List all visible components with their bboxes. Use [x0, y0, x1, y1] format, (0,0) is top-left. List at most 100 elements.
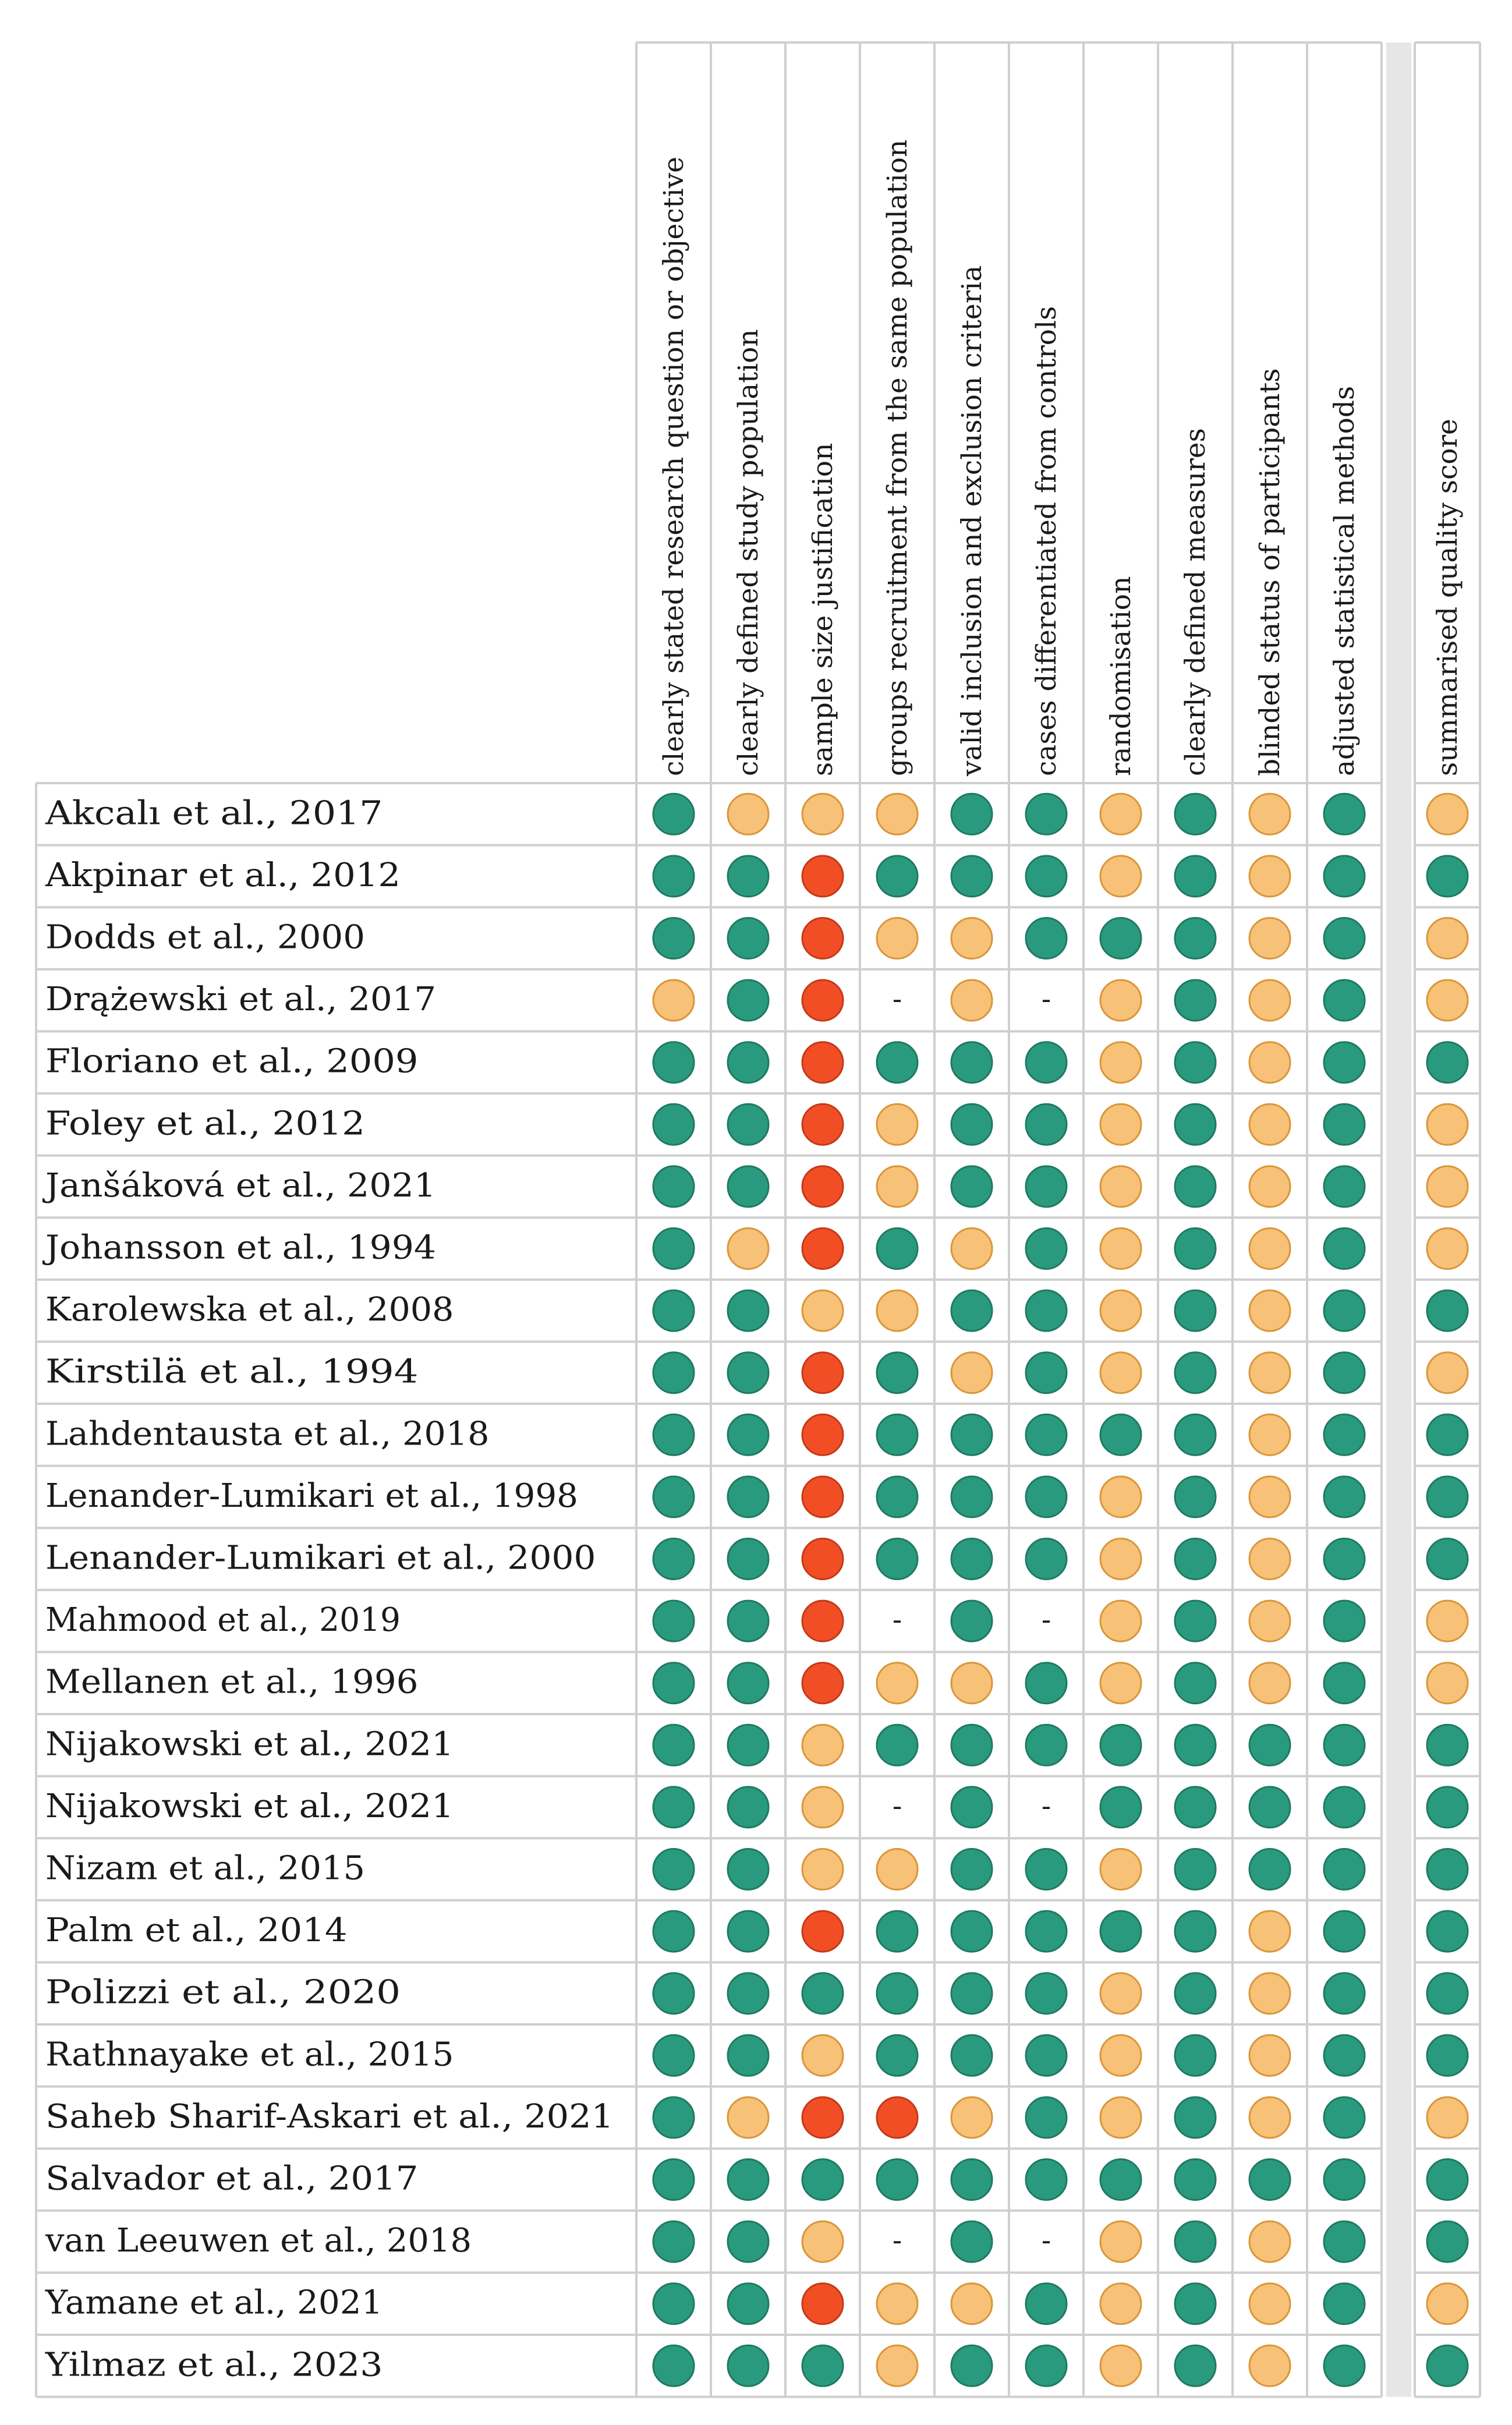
rating-dot-yellow	[1099, 1662, 1142, 1705]
rating-dot-yellow	[801, 792, 844, 836]
not-applicable-mark: -	[1042, 983, 1051, 1015]
rating-dot-green	[652, 1351, 695, 1394]
rating-dot-green	[727, 917, 770, 960]
study-label: Mellanen et al., 1996	[45, 1663, 419, 1701]
rating-dot-green	[950, 2220, 993, 2263]
column-header: adjusted statistical methods	[1329, 386, 1361, 776]
rating-dot-green	[652, 1848, 695, 1891]
rating-dot-yellow	[1426, 1662, 1469, 1705]
rating-dot-green	[727, 2158, 770, 2201]
rating-dot-yellow	[1099, 1227, 1142, 1270]
rating-dot-yellow	[1248, 2034, 1291, 2077]
rating-dot-green	[876, 1910, 919, 1953]
rating-dot-green	[727, 2344, 770, 2387]
rating-dot-green	[1248, 1723, 1291, 1766]
rating-dot-green	[1099, 917, 1142, 960]
rating-dot-yellow	[801, 1786, 844, 1829]
column-header: cases differentiated from controls	[1031, 306, 1063, 776]
rating-dot-red	[876, 2096, 919, 2139]
rating-dot-yellow	[876, 1848, 919, 1891]
not-applicable-mark: -	[893, 1790, 902, 1822]
study-label: Saheb Sharif-Askari et al., 2021	[45, 2098, 614, 2136]
study-label: Palm et al., 2014	[45, 1911, 348, 1949]
rating-dot-green	[1025, 2344, 1068, 2387]
rating-dot-green	[727, 1662, 770, 1705]
rating-dot-yellow	[1248, 1289, 1291, 1332]
rating-dot-green	[876, 2158, 919, 2201]
rating-dot-yellow	[950, 2096, 993, 2139]
rating-dot-yellow	[801, 1723, 844, 1766]
rating-dot-green	[950, 1289, 993, 1332]
column-header: clearly defined study population	[732, 329, 764, 776]
rating-dot-yellow	[950, 1351, 993, 1394]
rating-dot-green	[652, 2220, 695, 2263]
rating-dot-green	[652, 2344, 695, 2387]
rating-dot-green	[876, 1475, 919, 1518]
rating-dot-green	[1174, 1662, 1217, 1705]
rating-dot-green	[1174, 1475, 1217, 1518]
rating-dot-green	[1174, 2034, 1217, 2077]
rating-dot-green	[950, 1103, 993, 1146]
rating-dot-green	[876, 1041, 919, 1084]
study-label: van Leeuwen et al., 2018	[45, 2222, 472, 2260]
rating-dot-green	[1323, 1351, 1366, 1394]
rating-dot-green	[950, 1165, 993, 1208]
rating-dot-green	[1174, 2220, 1217, 2263]
rating-dot-red	[801, 1910, 844, 1953]
study-label: Yamane et al., 2021	[45, 2284, 383, 2322]
rating-dot-green	[1248, 1786, 1291, 1829]
rating-dot-green	[1025, 1165, 1068, 1208]
rating-dot-green	[727, 1351, 770, 1394]
rating-dot-yellow	[1248, 1165, 1291, 1208]
rating-dot-green	[727, 1599, 770, 1642]
rating-dot-green	[1323, 1786, 1366, 1829]
rating-dot-green	[1174, 1351, 1217, 1394]
rating-dot-green	[1426, 1910, 1469, 1953]
rating-dot-yellow	[1099, 1351, 1142, 1394]
rating-dot-green	[652, 2158, 695, 2201]
study-label: Karolewska et al., 2008	[45, 1291, 454, 1329]
study-label: Nijakowski et al., 2021	[45, 1787, 454, 1825]
rating-dot-yellow	[876, 1103, 919, 1146]
rating-dot-green	[950, 2034, 993, 2077]
rating-dot-yellow	[1099, 1103, 1142, 1146]
rating-dot-green	[1323, 1165, 1366, 1208]
rating-dot-green	[1323, 1662, 1366, 1705]
study-label: Nizam et al., 2015	[45, 1850, 365, 1888]
rating-dot-green	[1025, 1723, 1068, 1766]
study-label: Akcalı et al., 2017	[45, 794, 383, 832]
rating-dot-yellow	[1099, 1475, 1142, 1518]
study-label: Foley et al., 2012	[45, 1104, 365, 1142]
rating-dot-green	[1323, 2282, 1366, 2325]
rating-dot-green	[652, 1910, 695, 1953]
rating-dot-green	[727, 1103, 770, 1146]
rating-dot-green	[1174, 1599, 1217, 1642]
rating-dot-yellow	[1099, 1289, 1142, 1332]
summary-separator	[1386, 43, 1411, 2397]
rating-dot-green	[1323, 917, 1366, 960]
rating-dot-green	[1025, 1103, 1068, 1146]
rating-dot-green	[1025, 1910, 1068, 1953]
rating-dot-yellow	[1248, 1227, 1291, 1270]
rating-dot-green	[876, 1413, 919, 1456]
rating-dot-red	[801, 1413, 844, 1456]
study-label: Polizzi et al., 2020	[45, 1974, 401, 2012]
rating-dot-green	[1426, 2034, 1469, 2077]
rating-dot-green	[727, 1413, 770, 1456]
rating-dot-red	[801, 2282, 844, 2325]
rating-dot-green	[727, 1848, 770, 1891]
rating-dot-yellow	[1099, 2096, 1142, 2139]
rating-dot-green	[1323, 792, 1366, 836]
rating-dot-green	[652, 2096, 695, 2139]
rating-dot-green	[950, 1538, 993, 1580]
rating-dot-green	[1426, 1289, 1469, 1332]
rating-dot-green	[1174, 1103, 1217, 1146]
rating-dot-green	[727, 1910, 770, 1953]
study-label: Floriano et al., 2009	[45, 1043, 419, 1081]
rating-dot-green	[1025, 1041, 1068, 1084]
rating-dot-green	[1323, 1723, 1366, 1766]
rating-dot-green	[1025, 2034, 1068, 2077]
rating-dot-green	[1099, 1723, 1142, 1766]
study-label: Dodds et al., 2000	[45, 919, 365, 957]
rating-dot-green	[1174, 917, 1217, 960]
